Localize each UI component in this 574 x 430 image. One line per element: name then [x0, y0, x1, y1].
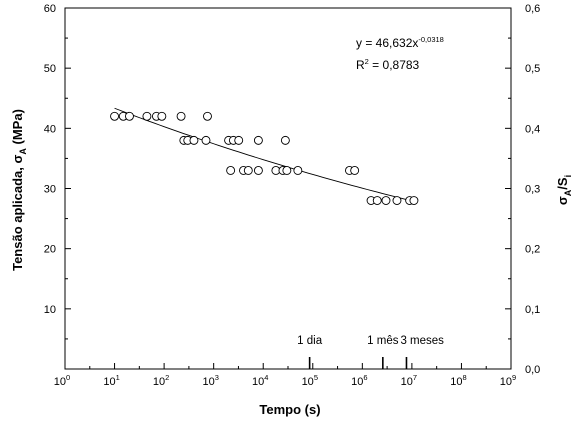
data-point	[293, 165, 303, 175]
y-left-tick-label: 30	[44, 184, 56, 196]
x-tick-label: 102	[153, 373, 169, 388]
axis-ticks: 100 101 102 103 104 105 106 107 108 109 10 20 30 40 50…	[44, 3, 541, 388]
data-point	[189, 135, 199, 145]
x-tick-label: 105	[302, 373, 318, 388]
data-point	[381, 196, 391, 205]
data-point	[253, 165, 263, 175]
y-right-tick-label: 0,3	[525, 184, 540, 196]
data-point	[253, 135, 263, 145]
data-point	[176, 111, 186, 121]
y-right-tick-label: 0,5	[525, 63, 540, 75]
y-axis-right-title: σA/Si	[555, 175, 573, 205]
data-point	[142, 111, 152, 121]
x-axis-title: Tempo (s)	[259, 402, 320, 417]
y-right-tick-label: 0,2	[525, 244, 540, 256]
fit-curve	[114, 107, 412, 202]
data-point	[243, 165, 253, 175]
plot-frame	[64, 7, 512, 370]
data-point	[409, 196, 419, 205]
y-right-tick-label: 0,1	[525, 304, 540, 316]
data-point	[125, 111, 134, 121]
x-tick-label: 108	[450, 373, 466, 388]
data-point	[201, 135, 211, 145]
data-point	[157, 111, 167, 121]
time-marker-label: 3 meses	[400, 335, 444, 347]
y-left-tick-label: 50	[44, 63, 56, 75]
data-point	[282, 165, 292, 175]
x-tick-label: 107	[401, 373, 417, 388]
y-right-tick-label: 0,0	[525, 364, 540, 376]
data-point	[203, 111, 212, 121]
y-left-tick-label: 20	[44, 244, 56, 256]
x-tick-label: 109	[500, 373, 516, 388]
y-left-tick-label: 60	[44, 3, 56, 15]
time-markers: 1 dia 1 mês 3 meses	[297, 335, 444, 369]
fit-equation: y = 46,632x-0,0318	[356, 35, 444, 50]
x-tick-label: 101	[103, 373, 119, 388]
data-point	[110, 111, 120, 121]
data-point	[234, 135, 244, 145]
data-points	[110, 111, 419, 205]
data-point	[392, 196, 402, 205]
data-point	[280, 135, 290, 145]
x-tick-label: 106	[351, 373, 367, 388]
x-tick-label: 100	[54, 373, 70, 388]
y-left-tick-label: 10	[44, 304, 56, 316]
time-marker-label: 1 dia	[297, 335, 323, 347]
x-tick-label: 104	[252, 373, 268, 388]
y-axis-left-title: Tensão aplicada, σA (MPa)	[10, 109, 28, 271]
data-point	[226, 165, 236, 175]
x-tick-label: 103	[202, 373, 218, 388]
data-point	[372, 196, 382, 205]
data-point	[350, 165, 360, 175]
y-right-tick-label: 0,4	[525, 123, 540, 135]
y-right-tick-label: 0,6	[525, 3, 540, 15]
time-marker-label: 1 mês	[367, 335, 399, 347]
r-squared-label: R2 = 0,8783	[356, 57, 420, 72]
y-left-tick-label: 40	[44, 123, 56, 135]
